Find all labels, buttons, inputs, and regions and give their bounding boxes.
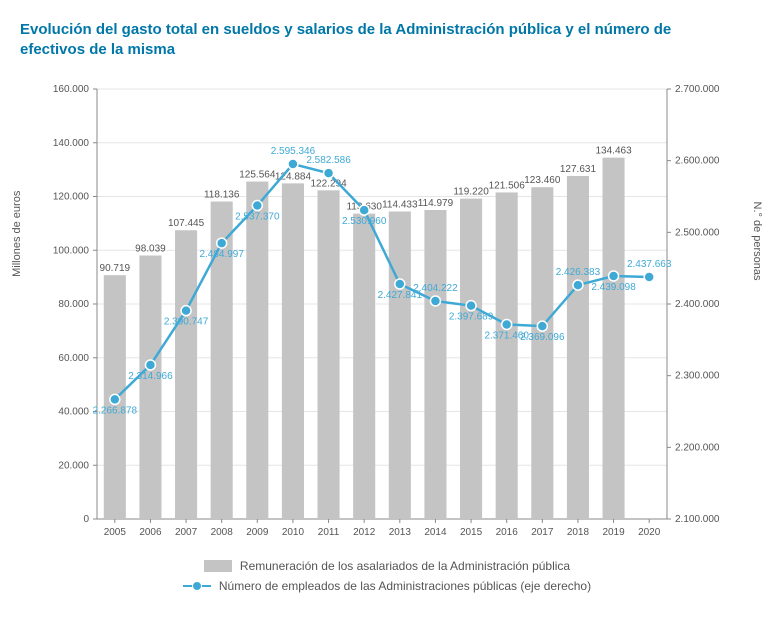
svg-text:2.426.383: 2.426.383 (556, 267, 601, 278)
svg-text:134.463: 134.463 (595, 146, 632, 157)
svg-text:2.484.997: 2.484.997 (199, 249, 244, 260)
svg-text:125.564: 125.564 (239, 170, 276, 181)
svg-text:2.600.000: 2.600.000 (675, 156, 720, 167)
svg-text:2005: 2005 (104, 527, 127, 538)
svg-text:2013: 2013 (389, 527, 412, 538)
svg-text:80.000: 80.000 (58, 299, 89, 310)
svg-text:127.631: 127.631 (560, 164, 597, 175)
svg-text:118.136: 118.136 (204, 190, 240, 201)
svg-text:0: 0 (83, 514, 89, 525)
svg-text:2.400.000: 2.400.000 (675, 299, 720, 310)
svg-text:2012: 2012 (353, 527, 376, 538)
svg-text:100.000: 100.000 (53, 245, 90, 256)
svg-text:2.266.878: 2.266.878 (93, 405, 138, 416)
svg-text:123.460: 123.460 (524, 175, 561, 186)
legend-item-bars: Remuneración de los asalariados de la Ad… (204, 559, 570, 573)
svg-text:2020: 2020 (638, 527, 661, 538)
svg-text:2010: 2010 (282, 527, 305, 538)
svg-text:120.000: 120.000 (53, 192, 90, 203)
svg-text:2.314.966: 2.314.966 (128, 371, 173, 382)
legend-line-label: Número de empleados de las Administracio… (219, 579, 591, 593)
svg-text:2017: 2017 (531, 527, 554, 538)
svg-text:2.300.000: 2.300.000 (675, 371, 720, 382)
bar-swatch (204, 560, 232, 572)
chart-svg: 0 20.000 40.000 60.000 80.000 100.000 120.000 1… (27, 79, 747, 549)
svg-text:2.537.370: 2.537.370 (235, 212, 280, 223)
y-axis-right-label: N.° de personas (751, 202, 763, 281)
legend-bar-label: Remuneración de los asalariados de la Ad… (240, 559, 570, 573)
svg-text:2.530.960: 2.530.960 (342, 216, 387, 227)
svg-text:121.506: 121.506 (489, 180, 526, 191)
svg-text:2006: 2006 (139, 527, 162, 538)
svg-text:2.439.098: 2.439.098 (591, 282, 636, 293)
svg-text:2.437.663: 2.437.663 (627, 259, 672, 270)
svg-text:2019: 2019 (602, 527, 625, 538)
line-swatch (183, 580, 211, 592)
svg-text:2016: 2016 (496, 527, 519, 538)
svg-text:2007: 2007 (175, 527, 198, 538)
svg-text:2.500.000: 2.500.000 (675, 227, 720, 238)
legend: Remuneración de los asalariados de la Ad… (20, 559, 754, 593)
svg-text:2.700.000: 2.700.000 (675, 84, 720, 95)
svg-text:2.200.000: 2.200.000 (675, 442, 720, 453)
svg-text:2.582.586: 2.582.586 (306, 155, 351, 166)
y-axis-left-label: Millones de euros (11, 191, 23, 277)
svg-text:114.979: 114.979 (418, 198, 454, 209)
svg-text:2.100.000: 2.100.000 (675, 514, 720, 525)
svg-text:2008: 2008 (211, 527, 234, 538)
svg-text:114.433: 114.433 (382, 199, 418, 210)
chart-title: Evolución del gasto total en sueldos y s… (20, 20, 700, 59)
svg-text:2015: 2015 (460, 527, 483, 538)
svg-text:90.719: 90.719 (100, 263, 131, 274)
svg-text:2.369.096: 2.369.096 (520, 332, 565, 343)
svg-text:40.000: 40.000 (58, 407, 89, 418)
svg-text:160.000: 160.000 (53, 84, 90, 95)
svg-text:2.397.689: 2.397.689 (449, 312, 494, 323)
svg-text:2.390.747: 2.390.747 (164, 317, 209, 328)
svg-text:2018: 2018 (567, 527, 590, 538)
svg-text:2014: 2014 (424, 527, 447, 538)
svg-text:2009: 2009 (246, 527, 269, 538)
svg-text:98.039: 98.039 (135, 244, 166, 255)
svg-text:60.000: 60.000 (58, 353, 89, 364)
svg-text:119.220: 119.220 (453, 187, 489, 198)
svg-text:107.445: 107.445 (168, 218, 205, 229)
chart-container: Millones de euros N.° de personas 020.00… (27, 79, 747, 549)
svg-text:20.000: 20.000 (58, 460, 89, 471)
legend-item-line: Número de empleados de las Administracio… (183, 579, 591, 593)
svg-text:2011: 2011 (318, 527, 340, 538)
svg-text:140.000: 140.000 (53, 138, 90, 149)
svg-text:2.404.222: 2.404.222 (413, 283, 458, 294)
